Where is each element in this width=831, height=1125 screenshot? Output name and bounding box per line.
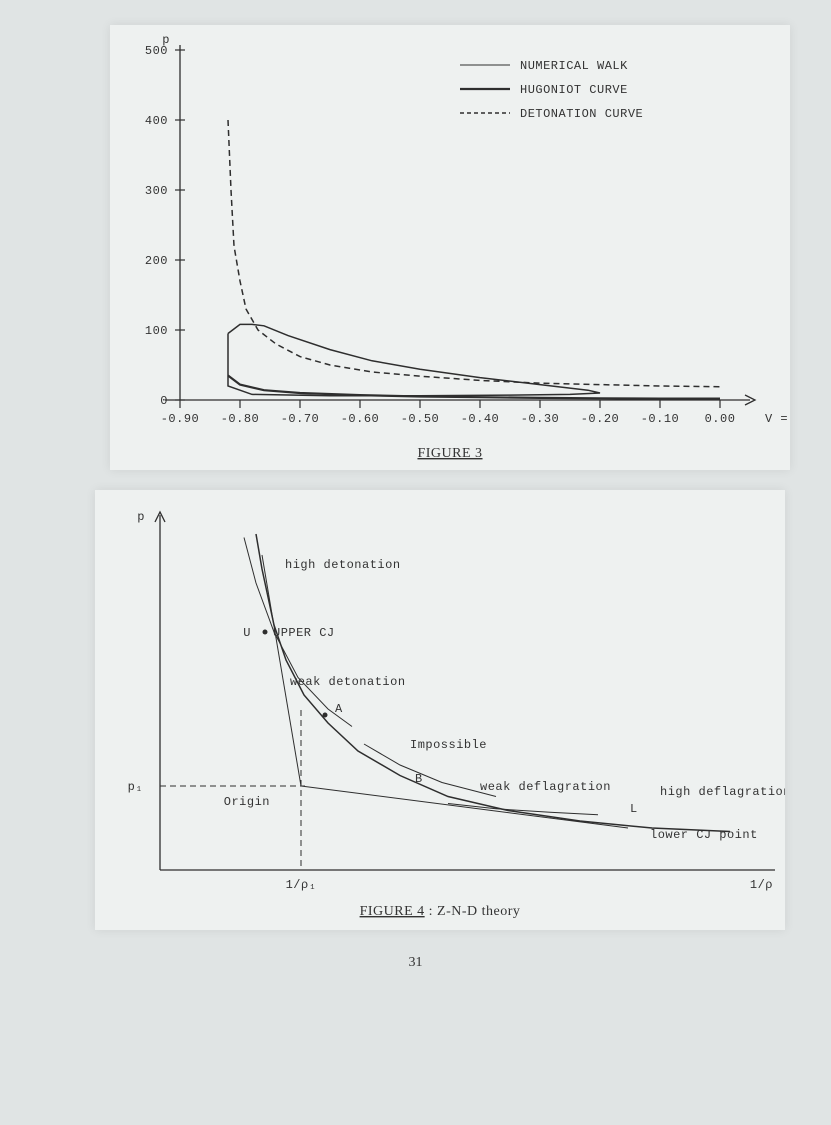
figure-3: p 0 100 200 300 400 500 -0.90 -0.80 -0.7… (110, 25, 790, 470)
ytick-4: 400 (145, 114, 168, 128)
xtick-1: -0.80 (221, 412, 260, 426)
ytick-1: 100 (145, 324, 168, 338)
v1-label: 1/ρ₁ (286, 878, 317, 892)
numerical-walk-curve (228, 324, 600, 395)
ytick-0: 0 (160, 394, 168, 408)
u-marker: U (243, 626, 251, 640)
high-detonation-label: high detonation (285, 558, 401, 572)
page-number: 31 (0, 955, 831, 971)
y-ticks: 0 100 200 300 400 500 (145, 44, 185, 408)
point-u (263, 630, 268, 635)
legend-item-0: NUMERICAL WALK (520, 59, 628, 73)
page: p 0 100 200 300 400 500 -0.90 -0.80 -0.7… (0, 0, 831, 1125)
xtick-4: -0.50 (401, 412, 440, 426)
impossible-label: Impossible (410, 738, 487, 752)
weak-deflagration-label: weak deflagration (480, 780, 611, 794)
xtick-7: -0.20 (581, 412, 620, 426)
legend-item-2: DETONATION CURVE (520, 107, 643, 121)
a-label: A (335, 702, 343, 716)
xtick-2: -0.70 (281, 412, 320, 426)
figure-4-caption: FIGURE 4 : Z-N-D theory (360, 904, 521, 919)
xtick-0: -0.90 (161, 412, 200, 426)
figure-3-caption: FIGURE 3 (417, 446, 482, 461)
detonation-curve (228, 120, 720, 387)
l-label: L (630, 802, 638, 816)
figure-4-svg: p 1/ρ p₁ 1/ρ₁ U A B L high detonat (95, 490, 785, 930)
ytick-2: 200 (145, 254, 168, 268)
xtick-5: -0.40 (461, 412, 500, 426)
legend: NUMERICAL WALK HUGONIOT CURVE DETONATION… (460, 59, 643, 121)
p1-label: p₁ (128, 780, 143, 794)
lower-cj-label: lower CJ point (650, 828, 758, 842)
origin-label: Origin (224, 795, 270, 809)
ytick-5: 500 (145, 44, 168, 58)
weak-detonation-label: weak detonation (290, 675, 406, 689)
x-axis-label: 1/ρ (750, 878, 773, 892)
ytick-3: 300 (145, 184, 168, 198)
point-a (323, 713, 328, 718)
figure-3-svg: p 0 100 200 300 400 500 -0.90 -0.80 -0.7… (110, 25, 790, 470)
upper-cj-label: UPPER CJ (273, 626, 335, 640)
x-ticks: -0.90 -0.80 -0.70 -0.60 -0.50 -0.40 -0.3… (161, 400, 736, 426)
xtick-8: -0.10 (641, 412, 680, 426)
b-label: B (415, 772, 423, 786)
xtick-3: -0.60 (341, 412, 380, 426)
figure-4: p 1/ρ p₁ 1/ρ₁ U A B L high detonat (95, 490, 785, 930)
high-deflagration-label: high deflagration (660, 785, 785, 799)
rayleigh-detonation-line (262, 555, 301, 786)
y-axis-label: p (137, 510, 145, 524)
xtick-6: -0.30 (521, 412, 560, 426)
legend-item-1: HUGONIOT CURVE (520, 83, 628, 97)
xtick-9: 0.00 (705, 412, 736, 426)
x-axis-label: V = 1/ρ (765, 412, 790, 426)
